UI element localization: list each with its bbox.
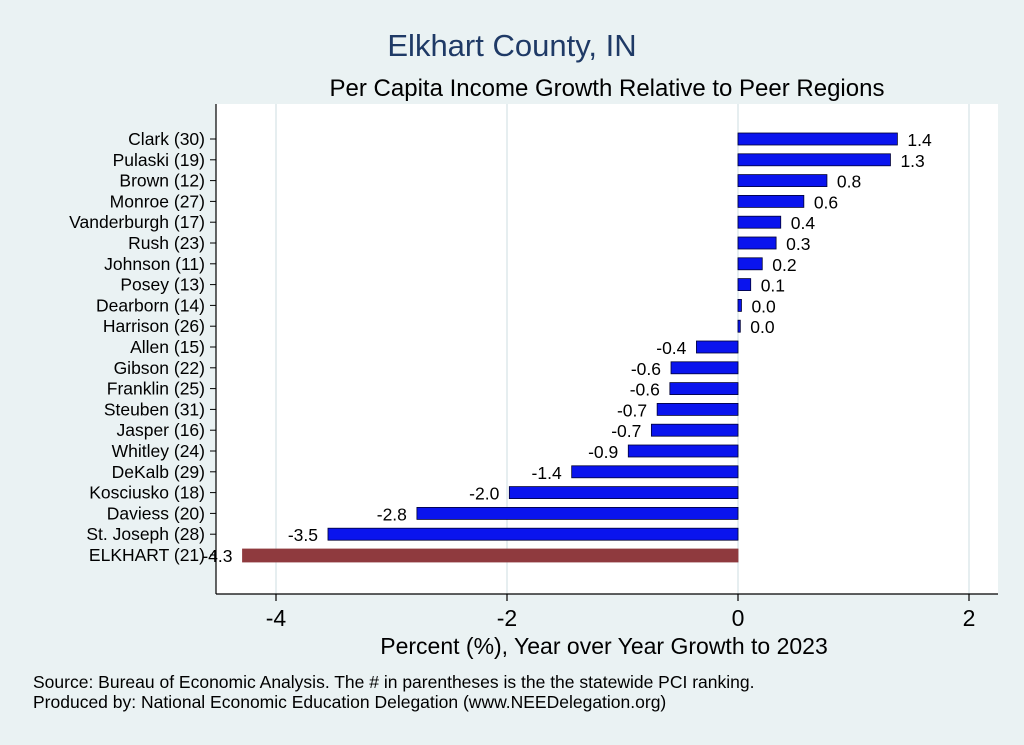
bar [737,174,828,188]
category-label: Brown (12) [119,171,205,191]
bar [627,444,739,458]
category-label: Franklin (25) [107,379,205,399]
bar [737,132,898,146]
bar [650,423,739,437]
value-label: 0.0 [750,317,775,337]
value-label: -3.5 [288,525,318,545]
category-label: Vanderburgh (17) [69,212,205,232]
x-axis-label: Percent (%), Year over Year Growth to 20… [380,633,828,659]
bar [737,319,741,333]
category-label: Clark (30) [128,129,205,149]
category-label: Posey (13) [120,275,205,295]
value-label: -2.0 [469,484,499,504]
bar [670,361,739,375]
source-note: Source: Bureau of Economic Analysis. The… [33,672,755,692]
category-label: DeKalb (29) [112,462,205,482]
bar [416,506,739,520]
value-label: 0.0 [751,296,776,316]
value-label: 0.1 [761,276,785,296]
x-tick-label: 2 [963,605,976,631]
plot-area [216,104,998,594]
value-label: -4.3 [202,546,232,566]
bar-highlight [242,548,739,563]
bar [669,382,739,396]
category-label: Whitley (24) [112,441,205,461]
value-label: 0.2 [772,255,796,275]
category-label: Pulaski (19) [113,150,205,170]
bar [737,153,891,167]
category-label: Johnson (11) [104,254,205,274]
bar [327,527,739,541]
bar [508,486,739,500]
category-label: Gibson (22) [114,358,205,378]
chart-subtitle: Per Capita Income Growth Relative to Pee… [329,75,885,102]
bar [656,402,739,416]
producer-note: Produced by: National Economic Education… [33,692,667,712]
category-label: Jasper (16) [116,420,205,440]
value-label: -0.6 [631,359,661,379]
bar [737,298,742,312]
x-tick-label: 0 [732,605,745,631]
bar [696,340,739,354]
category-label: Harrison (26) [103,316,205,336]
category-label: Monroe (27) [110,191,205,211]
bar [737,194,805,208]
value-label: 1.3 [900,151,924,171]
bar [737,215,782,229]
value-label: -0.7 [617,400,647,420]
chart-title: Elkhart County, IN [387,28,637,63]
value-label: -1.4 [532,463,562,483]
value-label: 0.4 [791,213,816,233]
value-label: 0.8 [837,172,861,192]
bar [737,257,763,271]
value-label: -0.6 [630,380,660,400]
category-label: Allen (15) [130,337,205,357]
category-label: Dearborn (14) [96,295,205,315]
value-label: 1.4 [907,130,932,150]
value-label: -0.9 [588,442,618,462]
category-label: Daviess (20) [107,503,205,523]
value-label: -0.4 [656,338,686,358]
category-label: ELKHART (21) [89,545,205,565]
bar [737,236,777,250]
category-label: Rush (23) [128,233,205,253]
x-tick-label: -4 [266,605,287,631]
value-label: 0.6 [814,192,838,212]
value-label: 0.3 [786,234,810,254]
value-label: -2.8 [377,504,407,524]
category-label: St. Joseph (28) [86,524,205,544]
value-label: -0.7 [611,421,641,441]
x-tick-label: -2 [497,605,517,631]
category-label: Steuben (31) [104,399,205,419]
bar [571,465,739,479]
bar [737,278,752,292]
category-label: Kosciusko (18) [89,483,205,503]
